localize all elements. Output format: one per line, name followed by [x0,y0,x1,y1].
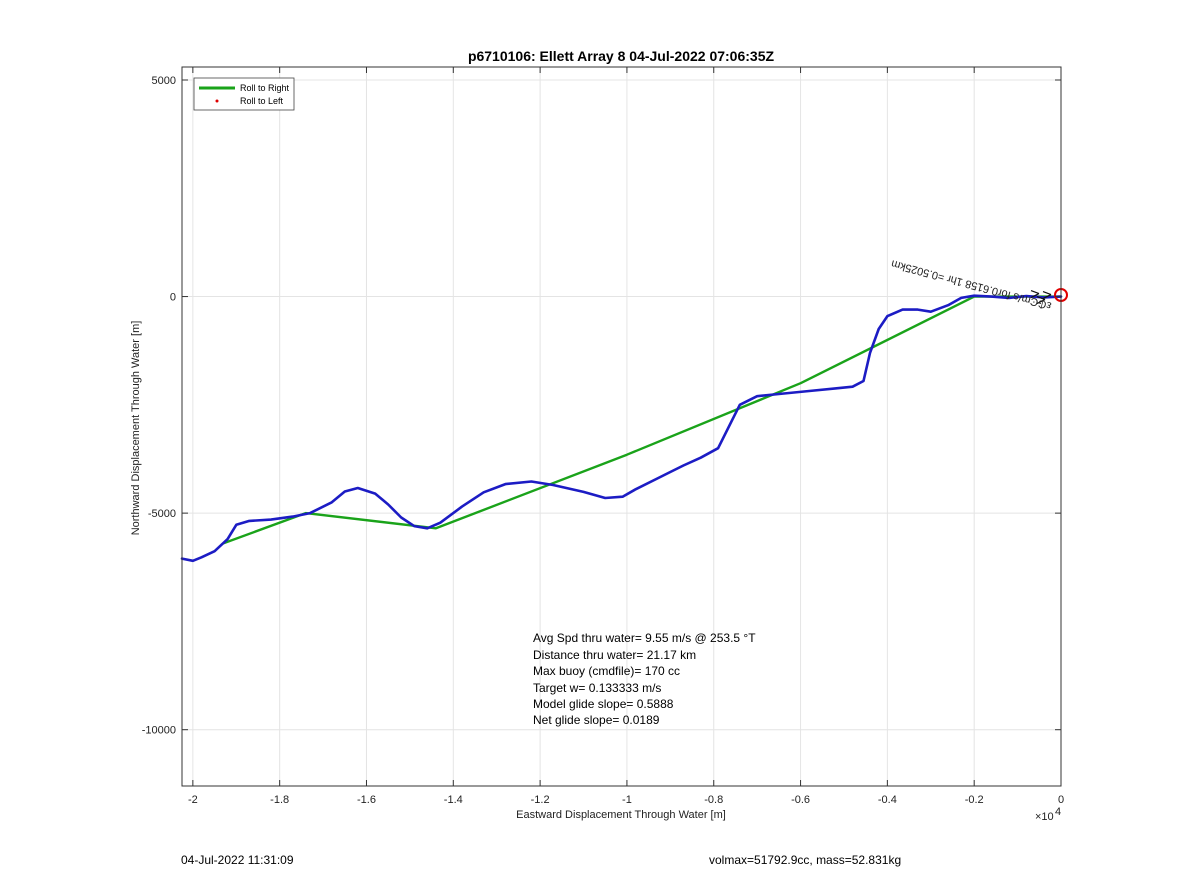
x-tick-label: -1.6 [357,794,376,806]
x-tick-label: -0.2 [965,794,984,806]
x-tick-label: -0.8 [704,794,723,806]
stat-model-glide: Model glide slope= 0.5888 [533,697,674,711]
x-tick-label: -0.6 [791,794,810,806]
legend-box [193,77,295,111]
legend-swatch-roll-left [215,99,219,103]
plot-area [182,67,1061,786]
stat-avg-speed: Avg Spd thru water= 9.55 m/s @ 253.5 °T [533,631,756,645]
x-tick-label: -1.8 [270,794,289,806]
x-exponent-power: 4 [1055,806,1061,818]
stats-block: Avg Spd thru water= 9.55 m/s @ 253.5 °T … [533,631,756,727]
y-tick-label: -5000 [148,508,176,520]
series-track [180,294,1063,563]
x-tick-label: -1 [622,794,632,806]
vector-arrowhead [1036,295,1046,305]
x-exponent-base: ×10 [1035,811,1054,823]
x-tick-label: -0.4 [878,794,897,806]
chart-title: p6710106: Ellett Array 8 04-Jul-2022 07:… [468,48,775,64]
stat-target-w: Target w= 0.133333 m/s [533,681,661,695]
series-layer [180,289,1063,563]
x-axis-label: Eastward Displacement Through Water [m] [516,809,726,821]
y-axis-label: Northward Displacement Through Water [m] [130,321,142,536]
vector-arrowhead [1042,290,1052,300]
stat-max-buoy: Max buoy (cmdfile)= 170 cc [533,664,680,678]
axes-frame [181,66,1062,787]
stat-net-glide: Net glide slope= 0.0189 [533,713,660,727]
y-tick-label: -10000 [142,725,176,737]
x-tick-label: -2 [188,794,198,806]
x-tick-label: -1.2 [531,794,550,806]
y-tick-label: 0 [170,292,176,304]
stat-distance: Distance thru water= 21.17 km [533,648,696,662]
vector-arrowhead [1030,289,1040,299]
x-tick-label: -1.4 [444,794,463,806]
ticks: -2 -1.8 -1.6 -1.4 -1.2 -1 -0.8 -0.6 -0.4 -0.2 0 500… [142,67,1064,806]
legend: Roll to Right Roll to Left [193,77,295,111]
footer-volmax: volmax=51792.9cc, mass=52.831kg [709,853,902,867]
legend-label-roll-right: Roll to Right [240,83,290,93]
y-tick-label: 5000 [152,75,176,87]
legend-label-roll-left: Roll to Left [240,96,284,106]
x-tick-label: 0 [1058,794,1064,806]
footer-timestamp: 04-Jul-2022 11:31:09 [181,853,294,867]
